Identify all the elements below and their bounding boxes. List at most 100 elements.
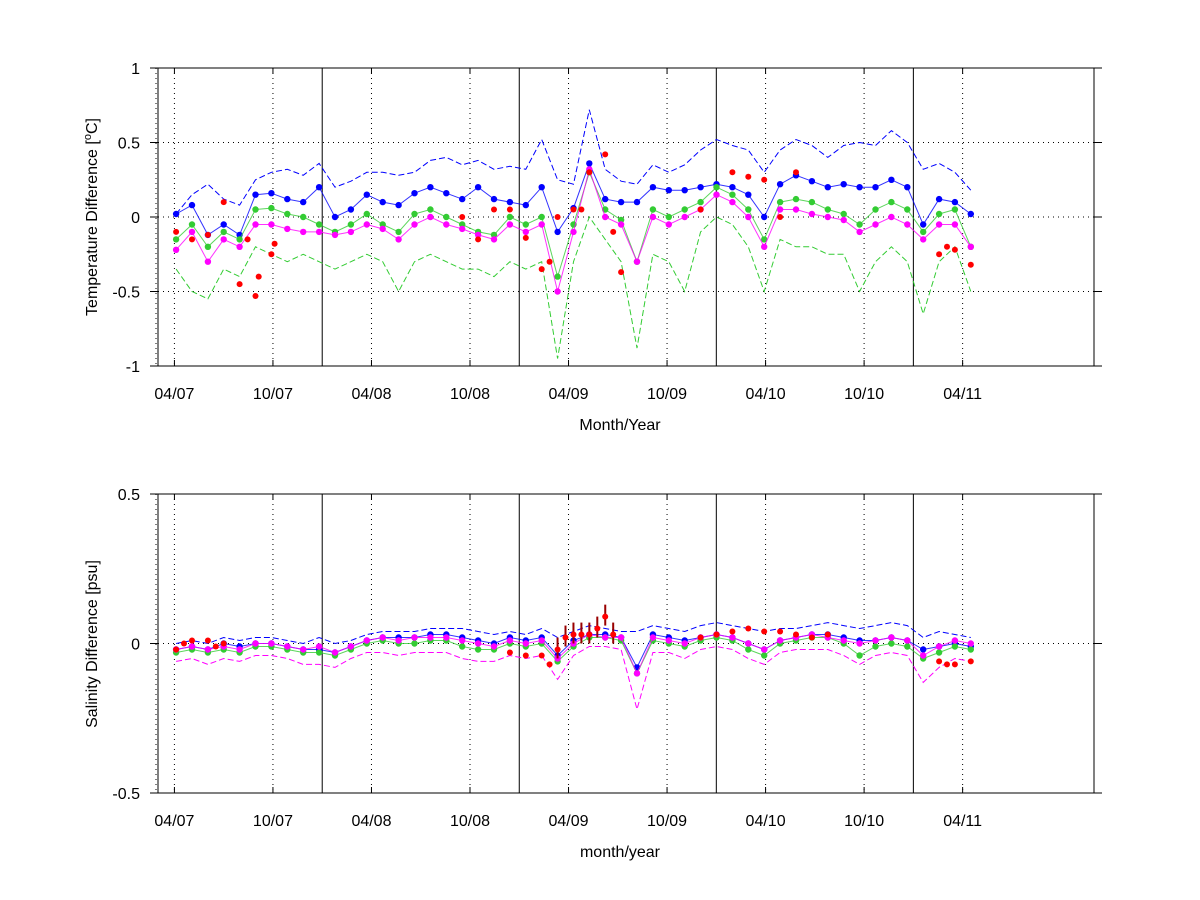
point-magenta_mean [872,221,879,228]
point-magenta_mean [522,228,529,236]
temperature-ticks: 04/07 10/07 04/08 10/08 04/09 10/09 04/10 10/10… [112,61,1102,403]
point-green_mean [792,195,800,203]
point-blue_mean [856,184,863,191]
point-red-observation [967,658,974,665]
x-tick-label: 04/09 [549,386,589,403]
point-magenta_mean [300,646,307,653]
point-green_mean [681,206,688,213]
point-magenta_mean [172,246,180,253]
point-red-observation [212,643,219,650]
point-red-observation [255,273,262,280]
y-tick-label: -0.5 [112,786,140,803]
point-blue_mean [633,198,641,206]
point-red-observation [936,251,943,258]
point-green_mean [935,649,943,656]
point-magenta_mean [490,643,498,650]
point-red-observation [793,169,799,176]
point-green_mean [856,652,863,659]
point-magenta_mean [554,655,561,662]
point-green_mean [427,206,434,213]
y-tick-label: 0 [131,637,140,654]
point-magenta_mean [474,640,482,647]
temperature-ylabel-main: Temperature Difference [ [84,140,101,316]
point-magenta_mean [935,643,943,650]
point-red-observation [554,214,561,220]
point-blue_mean [284,195,291,203]
x-tick-label: 04/07 [154,386,194,403]
x-tick-label: 04/11 [943,386,982,403]
point-magenta_mean [856,640,863,647]
point-red-observation [729,628,736,635]
temperature-marks [172,109,974,359]
point-green_mean [904,643,911,650]
point-magenta_mean [204,646,212,653]
point-blue_mean [920,646,927,653]
point-blue_mean [935,195,943,203]
point-blue_mean [761,213,768,221]
point-magenta_mean [395,236,402,243]
point-red-observation [578,206,585,213]
point-magenta_mean [490,236,498,243]
point-blue_mean [554,228,561,236]
point-green_mean [967,646,974,653]
point-blue_mean [872,184,879,191]
point-green_mean [856,221,863,228]
point-green_mean [888,640,895,647]
point-blue_mean [776,181,784,188]
point-red-observation [459,214,466,220]
point-magenta_mean [522,640,529,647]
point-magenta_mean [236,646,243,653]
point-blue_mean [951,198,959,206]
point-red-observation [538,266,545,273]
point-green_mean [490,231,498,239]
point-blue_mean [220,221,227,228]
point-blue_mean [379,198,386,206]
point-red-observation [173,646,180,653]
point-red-observation [204,231,211,238]
salinity-ticks: 04/07 10/07 04/08 10/08 04/09 10/09 04/10 10/10… [112,487,1102,830]
salinity-ylabel: Salinity Difference [psu] [84,560,101,728]
point-magenta_mean [617,221,625,228]
point-green_mean [411,210,418,218]
point-magenta_mean [729,198,736,206]
x-tick-label: 10/07 [253,813,293,830]
point-magenta_mean [459,225,466,233]
salinity-xlabel: month/year [580,844,661,861]
point-blue_mean [920,221,927,228]
x-tick-label: 04/10 [746,386,786,403]
point-red-observation [546,661,553,668]
point-magenta_mean [268,640,275,647]
point-magenta_mean [188,228,196,236]
point-magenta_mean [633,258,641,265]
point-blue_mean [300,198,307,206]
point-green_mean [808,198,816,206]
x-tick-label: 10/10 [844,386,884,403]
point-red-observation [944,661,950,668]
series-lower_envelope [175,215,972,359]
temperature-ylabel-end: C] [84,118,101,134]
point-magenta_mean [284,643,291,650]
point-red-observation [522,234,529,241]
point-magenta_mean [252,640,259,647]
point-blue_mean [745,191,752,198]
point-red-observation [602,613,609,620]
point-red-observation [936,658,943,665]
point-green_mean [315,649,323,656]
point-green_mean [220,228,227,236]
point-magenta_mean [379,634,386,641]
point-red-observation [777,628,784,635]
point-green_mean [554,273,561,280]
point-green_mean [951,206,959,213]
point-green_mean [395,228,402,236]
point-magenta_mean [856,228,863,236]
point-magenta_mean [792,206,800,213]
point-magenta_mean [331,231,339,239]
point-magenta_mean [967,640,974,647]
point-red-observation [522,652,529,659]
point-magenta_mean [951,637,959,644]
temperature-ylabel: Temperature Difference [oC] [82,118,101,316]
point-magenta_mean [315,643,323,650]
point-green_mean [617,216,625,224]
point-green_mean [252,206,259,213]
point-red-observation [271,240,278,247]
